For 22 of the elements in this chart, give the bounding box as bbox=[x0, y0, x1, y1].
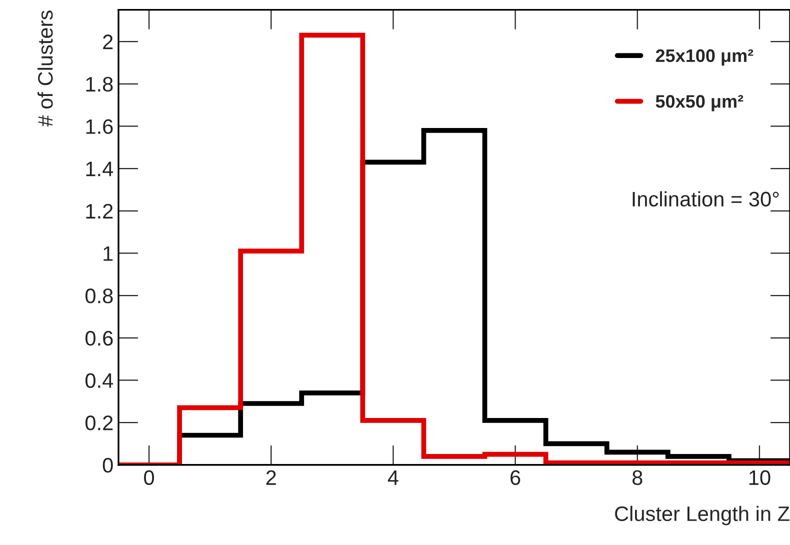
y-tick-label: 0.4 bbox=[85, 373, 114, 388]
y-tick-label: 0.6 bbox=[85, 330, 113, 346]
annotation: Inclination = 30° bbox=[632, 191, 779, 207]
x-tick-label: 0 bbox=[144, 470, 154, 486]
x-tick-label: 8 bbox=[632, 470, 642, 486]
y-tick-label: 0 bbox=[102, 458, 113, 473]
y-tick-label: 0.8 bbox=[85, 288, 113, 304]
x-tick-label: 2 bbox=[266, 470, 276, 485]
y-tick-label: 0.2 bbox=[85, 416, 113, 430]
y-tick-label: 2 bbox=[103, 34, 113, 50]
y-tick-label: 1.8 bbox=[86, 76, 113, 92]
x-tick-label: 10 bbox=[749, 470, 770, 486]
legend-label: 50x50 μm² bbox=[656, 95, 744, 112]
x-tick-label: 4 bbox=[388, 470, 398, 485]
x-tick-label: 6 bbox=[510, 470, 520, 486]
y-tick-label: 1.2 bbox=[86, 204, 113, 218]
x-axis-title: Cluster Length in Z bbox=[615, 506, 790, 526]
y-tick-label: 1.6 bbox=[86, 119, 113, 134]
y-tick-label: 1.4 bbox=[86, 162, 114, 176]
y-axis-title: # of Clusters bbox=[37, 10, 53, 127]
y-tick-label: 1 bbox=[104, 246, 113, 261]
legend-label: 25x100 μm² bbox=[656, 49, 754, 66]
